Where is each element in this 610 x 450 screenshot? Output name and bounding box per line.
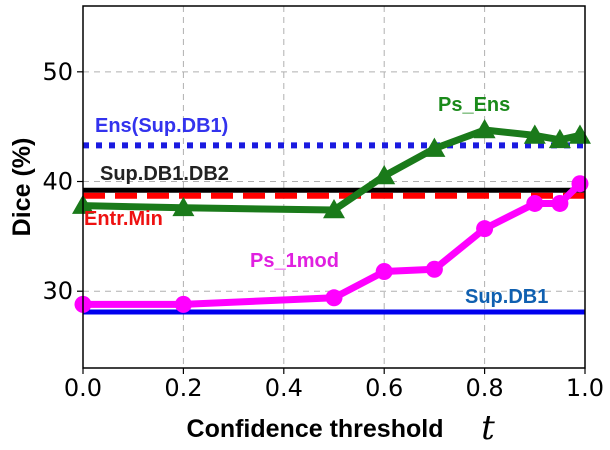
annotations: Ens(Sup.DB1) Ps_Ens Sup.DB1.DB2 Entr.Min Ps_…	[84, 94, 548, 308]
point-ps-ens-4	[423, 137, 446, 157]
plot-frame	[82, 5, 586, 369]
x-axis-label: Confidence threshold	[187, 415, 444, 443]
x-tick-label-3: 0.6	[365, 374, 403, 402]
point-ps-1mod-4	[425, 260, 443, 278]
point-ps-ens-7	[548, 128, 571, 149]
point-ps-1mod-1	[174, 295, 192, 313]
point-ps-1mod-8	[571, 175, 589, 193]
point-ps-1mod-2	[325, 289, 343, 307]
point-ps-1mod-6	[526, 194, 544, 212]
x-tick-label-5: 1.0	[566, 374, 604, 402]
y-tick-label-0: 30	[42, 277, 73, 305]
point-ps-1mod-7	[551, 194, 569, 212]
annotation-sup-db1: Sup.DB1	[465, 286, 548, 308]
x-tick-label-0: 0.0	[64, 374, 102, 402]
point-ps-ens-6	[523, 124, 546, 144]
point-ps-1mod-3	[375, 262, 393, 280]
annotation-ps-1mod: Ps_1mod	[250, 250, 339, 272]
ticks: 0.0 0.2 0.4 0.6 0.8 1.0 30 40 50	[42, 58, 604, 402]
series	[72, 118, 591, 313]
x-tick-label-1: 0.2	[164, 374, 202, 402]
point-ps-ens-1	[172, 196, 195, 217]
y-axis-label: Dice (%)	[8, 138, 36, 237]
annotation-ps-ens: Ps_Ens	[438, 94, 510, 116]
point-ps-ens-5	[473, 118, 496, 139]
point-ps-1mod-5	[476, 220, 494, 238]
y-tick-label-1: 40	[42, 168, 73, 196]
point-ps-ens-3	[373, 165, 396, 185]
x-tick-label-2: 0.4	[265, 374, 303, 402]
x-tick-label-4: 0.8	[466, 374, 504, 402]
annotation-sup-db1-db2: Sup.DB1.DB2	[100, 163, 229, 185]
y-tick-label-2: 50	[42, 58, 73, 86]
x-axis-symbol: t	[481, 408, 495, 448]
annotation-entr-min: Entr.Min	[84, 208, 163, 230]
baselines	[83, 142, 585, 315]
annotation-ens-sup-db1: Ens(Sup.DB1)	[95, 115, 228, 137]
point-ps-ens-2	[323, 199, 345, 219]
